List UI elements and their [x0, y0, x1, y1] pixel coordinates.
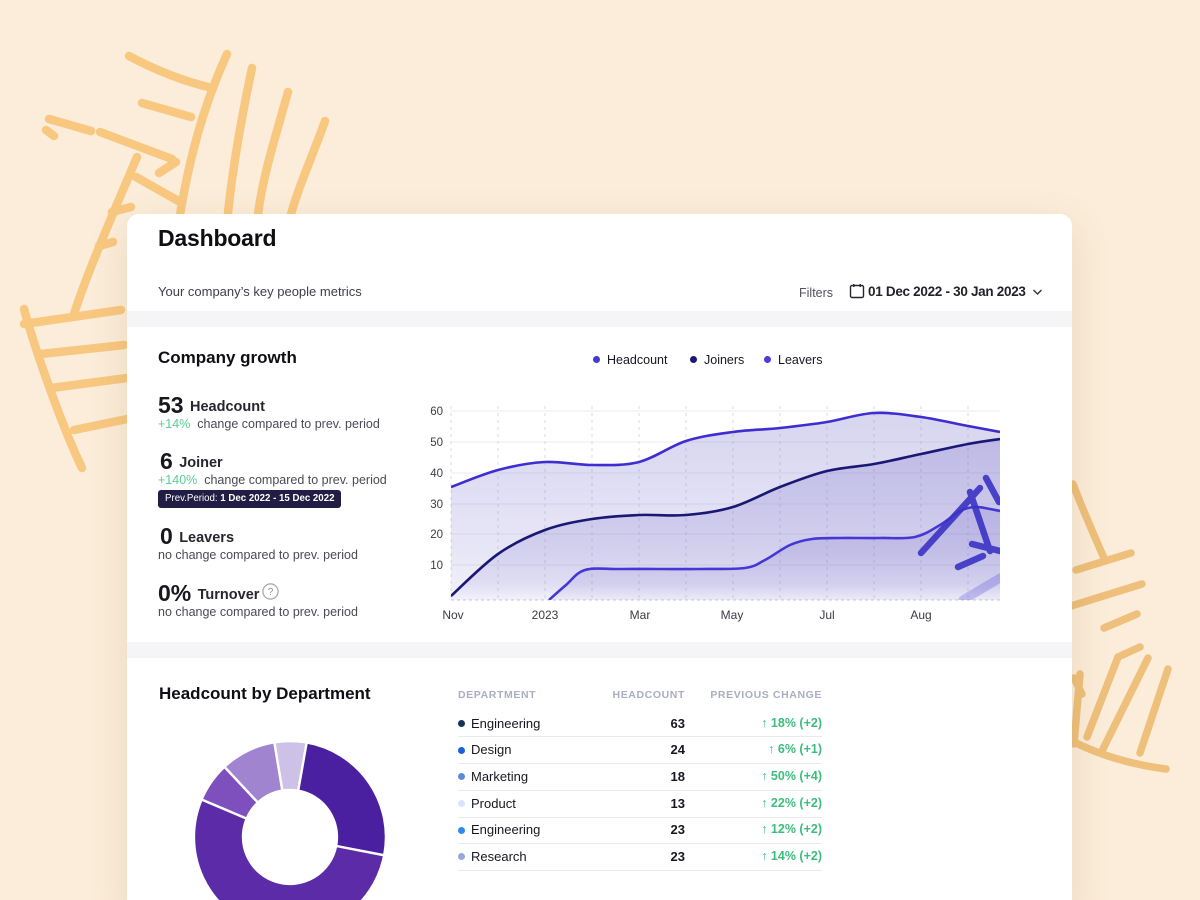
svg-text:Nov: Nov	[442, 608, 463, 622]
svg-text:?: ?	[268, 587, 274, 598]
svg-text:50: 50	[430, 437, 443, 449]
svg-text:Jul: Jul	[819, 608, 834, 622]
svg-text:30: 30	[430, 499, 443, 511]
svg-text:40: 40	[430, 468, 443, 480]
svg-text:20: 20	[430, 529, 443, 541]
svg-text:May: May	[721, 608, 744, 622]
svg-text:10: 10	[430, 560, 443, 572]
svg-text:60: 60	[430, 406, 443, 418]
svg-text:Aug: Aug	[910, 608, 931, 622]
svg-text:2023: 2023	[532, 608, 559, 622]
svg-text:Mar: Mar	[630, 608, 651, 622]
